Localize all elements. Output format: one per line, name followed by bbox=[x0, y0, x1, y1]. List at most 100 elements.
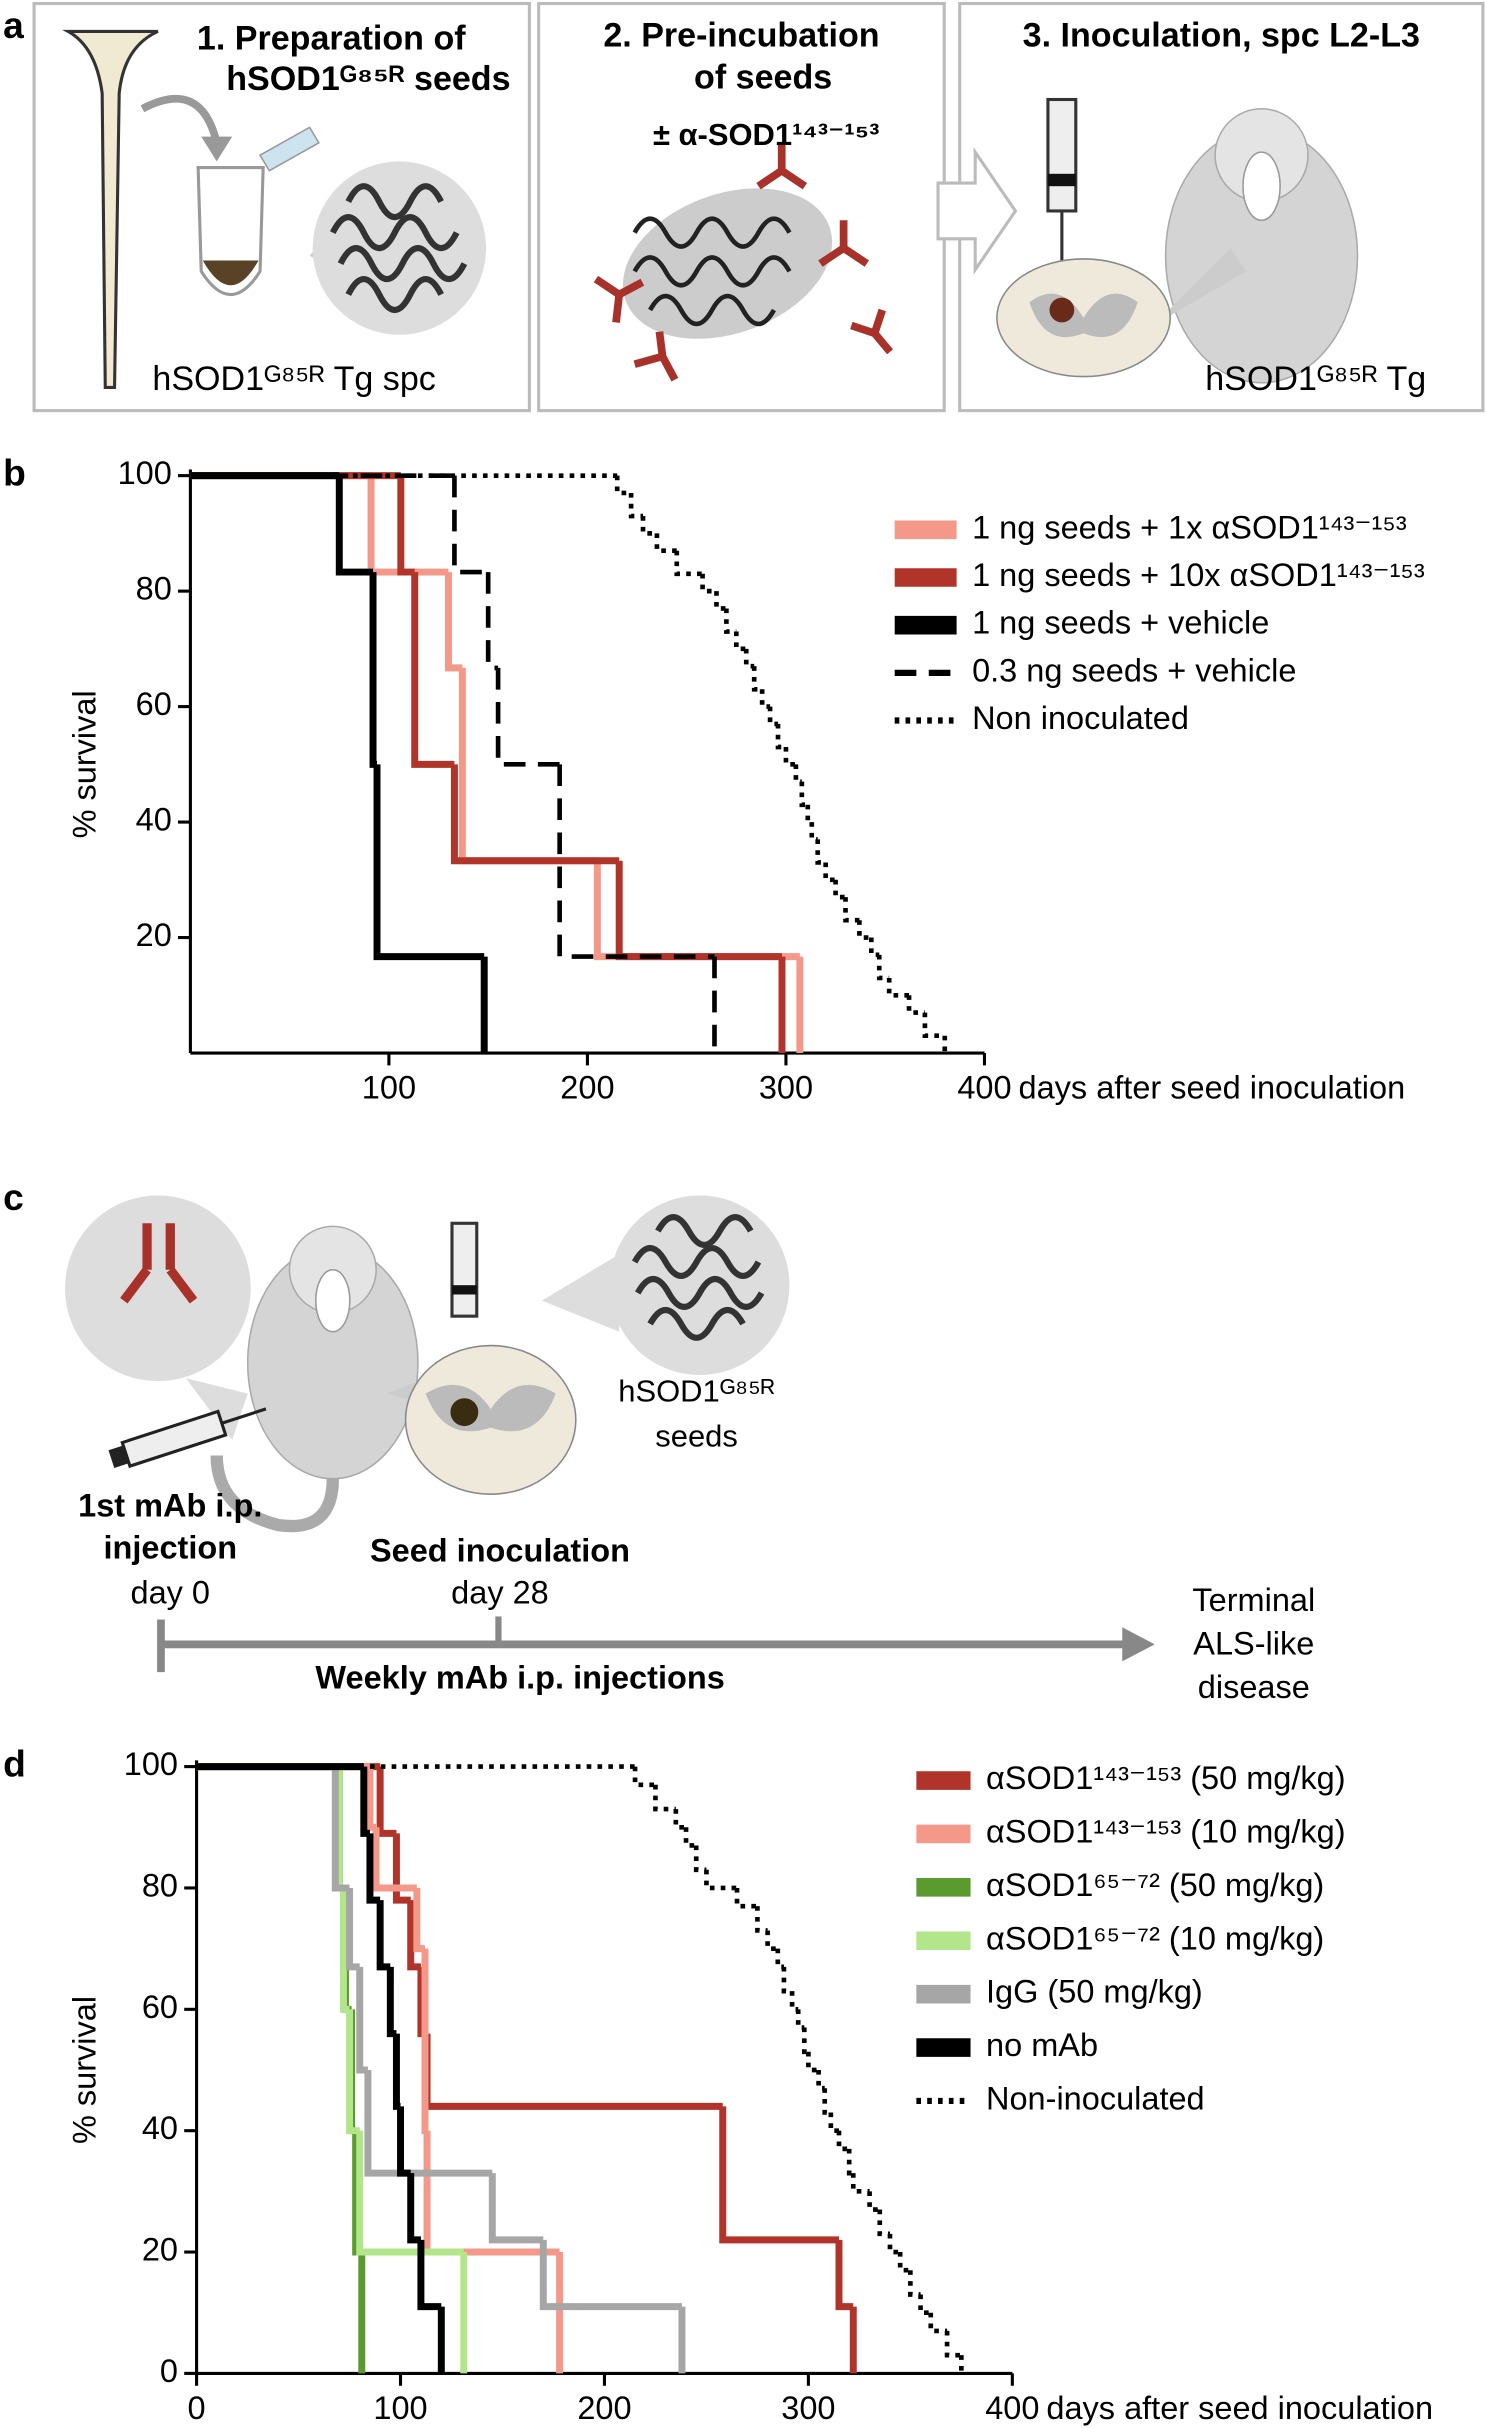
survival-step bbox=[801, 2027, 809, 2055]
treatment-label: ± α-SOD1¹⁴³⁻¹⁵³ bbox=[653, 117, 880, 152]
survival-step bbox=[369, 572, 378, 768]
survival-step bbox=[714, 591, 727, 611]
survival-step bbox=[809, 822, 818, 842]
survival-step bbox=[386, 1966, 397, 2038]
survival-step bbox=[836, 2130, 850, 2152]
y-tick-label: 60 bbox=[142, 1989, 178, 2025]
x-tick-label: 300 bbox=[781, 2390, 835, 2426]
survival-step bbox=[928, 2312, 948, 2334]
survival-step bbox=[421, 1948, 429, 2135]
x-tick-label: 200 bbox=[560, 1070, 614, 1106]
fibril-illustration bbox=[593, 142, 894, 382]
survival-step bbox=[614, 475, 632, 496]
survival-step bbox=[759, 689, 771, 709]
x-tick-label: 400 bbox=[985, 2390, 1039, 2426]
legend-label: 1 ng seeds + 1x αSOD1¹⁴³⁻¹⁵³ bbox=[972, 509, 1407, 545]
survival-step bbox=[775, 723, 786, 750]
inoculation-illustration bbox=[996, 97, 1359, 384]
survival-step bbox=[751, 666, 763, 692]
y-tick-label: 20 bbox=[142, 2232, 178, 2268]
survival-step bbox=[846, 2148, 854, 2176]
survival-step bbox=[887, 2233, 901, 2255]
survival-step bbox=[488, 2173, 544, 2244]
y-tick-label: 40 bbox=[136, 802, 172, 838]
x-axis-label: days after seed inoculation bbox=[1019, 1070, 1406, 1106]
y-axis-label: % survival bbox=[66, 1996, 102, 2144]
legend-label: αSOD1⁶⁵⁻⁷² (10 mg/kg) bbox=[986, 1920, 1324, 1956]
survival-step bbox=[743, 648, 755, 669]
legend-label: αSOD1¹⁴³⁻¹⁵³ (50 mg/kg) bbox=[986, 1760, 1346, 1796]
survival-step bbox=[734, 631, 747, 652]
survival-step bbox=[922, 1012, 945, 1039]
legend-label: αSOD1⁶⁵⁻⁷² (50 mg/kg) bbox=[986, 1867, 1324, 1903]
survival-step bbox=[450, 764, 620, 865]
survival-step bbox=[906, 995, 925, 1015]
endpoint-label: ALS-like bbox=[1193, 1625, 1314, 1661]
x-axis-label: days after seed inoculation bbox=[1046, 2390, 1433, 2426]
schedule-illustration bbox=[65, 1195, 1155, 1673]
survival-step bbox=[789, 1991, 799, 2012]
survival-step bbox=[868, 937, 880, 958]
survival-step bbox=[356, 1966, 368, 2074]
survival-step bbox=[632, 1766, 656, 1788]
survival-step bbox=[458, 667, 598, 865]
y-tick-label: 60 bbox=[136, 686, 172, 722]
x-tick-label: 0 bbox=[188, 2390, 206, 2426]
survival-step bbox=[765, 1930, 778, 1951]
survival-step bbox=[376, 1766, 397, 1837]
survival-step bbox=[700, 573, 717, 594]
step-title: of seeds bbox=[694, 58, 832, 96]
survival-step bbox=[372, 1827, 417, 1892]
legend-label: no mAb bbox=[986, 2027, 1098, 2063]
survival-step bbox=[615, 860, 782, 961]
x-tick-label: 400 bbox=[957, 1070, 1011, 1106]
survival-step bbox=[734, 1887, 758, 1909]
survival-step bbox=[485, 572, 499, 671]
survival-step bbox=[392, 2033, 401, 2110]
panel-label: b bbox=[3, 451, 26, 493]
survival-step bbox=[793, 764, 802, 784]
panel-label: d bbox=[3, 1742, 26, 1784]
legend-label: IgG (50 mg/kg) bbox=[986, 1974, 1203, 2010]
y-tick-label: 40 bbox=[142, 2110, 178, 2146]
survival-step bbox=[411, 572, 455, 768]
legend-label: 0.3 ng seeds + vehicle bbox=[972, 652, 1296, 688]
x-tick-label: 100 bbox=[373, 2390, 427, 2426]
survival-step bbox=[331, 1766, 350, 1892]
survival-step bbox=[822, 2088, 831, 2115]
endpoint-label: disease bbox=[1198, 1669, 1310, 1705]
legend-label: 1 ng seeds + 10x αSOD1¹⁴³⁻¹⁵³ bbox=[972, 557, 1425, 593]
step-title: 2. Pre-incubation bbox=[603, 17, 879, 55]
survival-step bbox=[367, 475, 449, 576]
x-tick-label: 300 bbox=[759, 1070, 813, 1106]
y-tick-label: 100 bbox=[118, 455, 172, 491]
seeds-label: seeds bbox=[655, 1419, 738, 1454]
survival-step bbox=[781, 1966, 793, 1994]
legend-label: 1 ng seeds + vehicle bbox=[972, 605, 1269, 641]
survival-step bbox=[704, 1869, 738, 1891]
survival-step bbox=[877, 2209, 890, 2237]
event-title: 1st mAb i.p. bbox=[78, 1488, 262, 1524]
survival-step bbox=[843, 897, 860, 923]
survival-step bbox=[397, 2106, 411, 2177]
survival-step bbox=[397, 475, 415, 576]
survival-step bbox=[335, 1766, 344, 1892]
event-day: day 0 bbox=[131, 1574, 211, 1610]
survival-step bbox=[876, 954, 890, 981]
survival-step bbox=[413, 1887, 425, 1953]
survival-step bbox=[356, 2130, 464, 2256]
panel-label: a bbox=[3, 4, 24, 46]
survival-step bbox=[806, 2051, 819, 2073]
survival-step bbox=[799, 781, 808, 808]
survival-step bbox=[364, 2069, 493, 2177]
survival-step bbox=[628, 492, 644, 519]
event-title: injection bbox=[103, 1529, 237, 1565]
step-title: hSOD1ᴳ⁸⁵ᴿ seeds bbox=[226, 60, 510, 98]
survival-step bbox=[815, 839, 826, 865]
survival-step bbox=[366, 1766, 377, 1831]
survival-step bbox=[654, 533, 677, 554]
endpoint-label: Terminal bbox=[1192, 1582, 1315, 1618]
survival-step bbox=[828, 2112, 839, 2133]
survival-step bbox=[335, 475, 374, 576]
